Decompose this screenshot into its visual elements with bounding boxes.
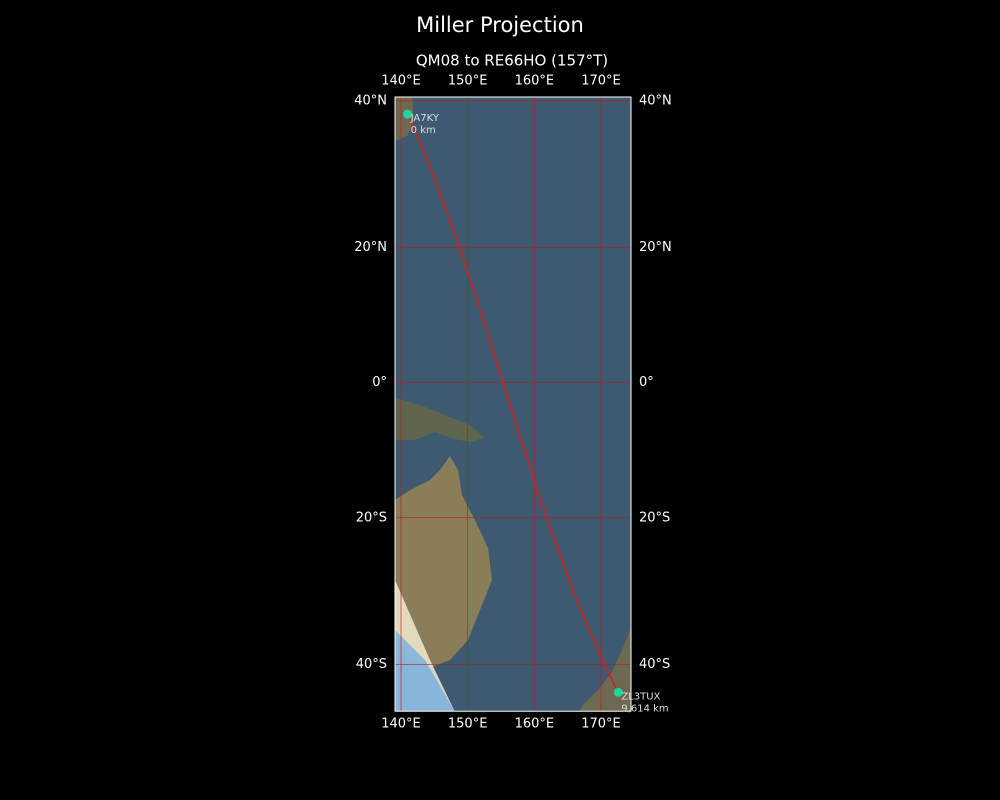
station-name: JA7KY [410, 113, 440, 124]
station-distance: 0 km [411, 125, 436, 136]
labels: 140°E 140°E 150°E 150°E 160°E 160°E 170°E 170°E… [354, 74, 672, 732]
great-circle-path [406, 113, 620, 693]
lon-tick-label: 160°E [515, 717, 555, 732]
station-name: ZL3TUX [621, 691, 660, 702]
lon-tick-label: 140°E [381, 717, 421, 732]
station-marker [403, 109, 413, 119]
lat-tick-label: 0° [372, 375, 387, 390]
subtitle: QM08 to RE66HO (157°T) [416, 52, 608, 70]
lat-tick-label: 20°S [639, 510, 670, 525]
lat-tick-label: 20°S [356, 510, 387, 525]
title: Miller Projection [416, 13, 584, 37]
lon-tick-label: 160°E [515, 74, 555, 89]
lat-tick-label: 0° [639, 375, 654, 390]
map-frame [394, 96, 632, 712]
route [406, 113, 620, 693]
land-new-guinea [395, 398, 485, 442]
terminator-water [395, 630, 455, 712]
land-japan [395, 97, 414, 140]
lon-tick-label: 150°E [448, 74, 488, 89]
lat-tick-label: 40°N [354, 93, 387, 108]
lon-tick-label: 140°E [381, 74, 421, 89]
lat-tick-label: 40°N [639, 93, 672, 108]
station-distance: 9,614 km [621, 703, 668, 714]
lon-tick-label: 170°E [581, 717, 621, 732]
lat-tick-label: 40°S [639, 657, 670, 672]
lon-tick-label: 150°E [448, 717, 488, 732]
map-area [395, 97, 631, 712]
lon-tick-label: 170°E [581, 74, 621, 89]
station-marker [613, 687, 623, 697]
lat-tick-label: 20°N [639, 240, 672, 255]
grid [395, 97, 631, 712]
lat-tick-label: 40°S [356, 657, 387, 672]
lat-tick-label: 20°N [354, 240, 387, 255]
